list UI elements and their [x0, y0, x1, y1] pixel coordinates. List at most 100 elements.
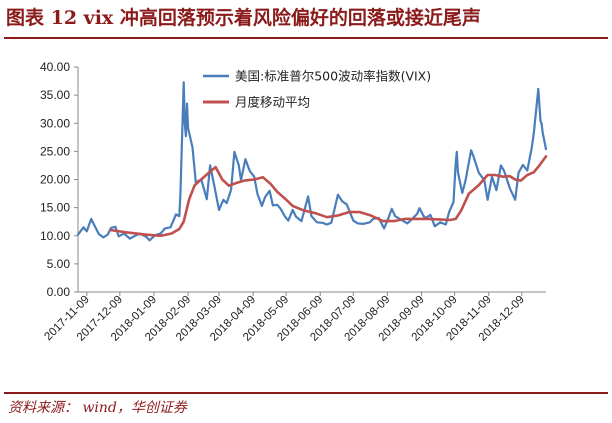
data-point-vix	[346, 203, 348, 205]
data-point-moving-average	[404, 218, 406, 220]
series-line-moving-average	[109, 155, 548, 238]
data-point-vix	[455, 162, 457, 164]
data-point-vix	[509, 187, 511, 189]
data-point-moving-average	[416, 218, 418, 220]
data-point-vix	[406, 222, 408, 224]
data-point-vix	[107, 234, 109, 236]
data-point-vix	[514, 199, 516, 201]
data-point-moving-average	[270, 183, 272, 185]
data-point-vix	[522, 164, 524, 166]
series-line-vix	[76, 81, 548, 242]
data-point-moving-average	[209, 171, 211, 173]
legend-label-vix: 美国:标准普尔500波动率指数(VIX)	[235, 69, 431, 84]
data-point-moving-average	[315, 212, 317, 214]
data-point-vix	[457, 171, 459, 173]
data-point-vix	[531, 147, 533, 149]
data-point-moving-average	[337, 214, 339, 217]
data-point-vix	[233, 151, 235, 153]
data-point-vix	[185, 135, 187, 137]
data-point-vix	[295, 216, 297, 218]
data-point-moving-average	[215, 166, 217, 168]
data-point-vix	[362, 223, 364, 225]
data-point-vix	[307, 195, 309, 197]
data-point-vix	[110, 227, 112, 229]
data-point-vix	[429, 214, 431, 216]
data-point-moving-average	[236, 182, 238, 184]
data-point-vix	[98, 233, 100, 235]
data-point-vix	[533, 131, 535, 133]
data-point-moving-average	[144, 234, 146, 236]
data-point-moving-average	[438, 218, 440, 220]
data-point-vix	[82, 226, 85, 228]
data-point-vix	[226, 202, 228, 204]
data-point-vix	[222, 199, 224, 201]
legend-label-moving-average: 月度移动平均	[235, 95, 310, 110]
footer-divider	[4, 392, 608, 394]
data-point-vix	[465, 179, 467, 181]
data-point-vix	[491, 176, 493, 178]
y-tick-label: 20.00	[40, 173, 70, 187]
data-point-vix	[292, 209, 294, 211]
data-point-vix	[213, 186, 216, 188]
data-point-vix	[434, 225, 436, 227]
data-point-vix	[287, 220, 289, 222]
data-point-moving-average	[526, 174, 528, 176]
data-point-vix	[545, 148, 547, 150]
data-point-moving-average	[427, 218, 429, 220]
data-point-vix	[256, 193, 259, 195]
figure-title: 图表 12 vix 冲高回落预示着风险偏好的回落或接近尾声	[6, 7, 481, 29]
data-point-vix	[93, 225, 96, 227]
data-point-moving-average	[514, 178, 516, 181]
data-point-moving-average	[228, 185, 230, 187]
data-point-vix	[280, 208, 282, 210]
data-point-vix	[383, 227, 385, 229]
data-point-moving-average	[487, 174, 489, 176]
data-point-vix	[330, 222, 332, 224]
data-point-vix	[341, 200, 343, 202]
data-point-moving-average	[125, 231, 128, 233]
data-point-vix	[461, 192, 463, 194]
data-point-vix	[264, 196, 266, 198]
data-point-vix	[541, 122, 543, 125]
data-point-moving-average	[276, 191, 278, 193]
data-point-vix	[448, 211, 450, 213]
data-point-vix	[187, 127, 189, 129]
data-point-moving-average	[449, 219, 451, 221]
data-point-vix	[357, 222, 359, 224]
data-point-moving-average	[188, 198, 190, 200]
data-point-vix	[133, 235, 135, 237]
data-point-vix	[391, 208, 393, 210]
title-divider	[4, 37, 608, 39]
data-point-vix	[445, 223, 447, 226]
data-point-vix	[416, 213, 418, 215]
data-point-moving-average	[303, 209, 305, 211]
data-point-vix	[253, 176, 255, 178]
data-point-vix	[418, 207, 420, 209]
data-point-vix	[310, 215, 312, 217]
data-point-vix	[145, 236, 147, 238]
data-point-vix	[169, 226, 172, 228]
data-point-moving-average	[160, 235, 162, 237]
y-tick-label: 0.00	[47, 285, 71, 299]
data-point-vix	[149, 239, 151, 241]
data-point-vix	[472, 155, 474, 157]
data-point-moving-average	[370, 214, 372, 217]
data-point-vix	[539, 120, 542, 122]
data-point-vix	[321, 222, 324, 224]
data-point-vix	[456, 151, 458, 153]
data-point-vix	[500, 164, 502, 166]
data-point-moving-average	[183, 221, 185, 223]
data-point-vix	[114, 226, 116, 228]
data-point-vix	[86, 230, 88, 232]
data-point-moving-average	[520, 180, 522, 182]
data-point-vix	[495, 189, 497, 191]
data-point-moving-average	[455, 218, 457, 220]
data-point-vix	[191, 146, 194, 148]
data-point-vix	[249, 170, 251, 172]
data-point-moving-average	[393, 220, 395, 222]
data-point-moving-average	[348, 211, 350, 213]
data-point-vix	[337, 194, 339, 196]
data-point-vix	[517, 172, 520, 174]
data-point-vix	[186, 103, 188, 105]
data-point-moving-average	[253, 178, 255, 181]
